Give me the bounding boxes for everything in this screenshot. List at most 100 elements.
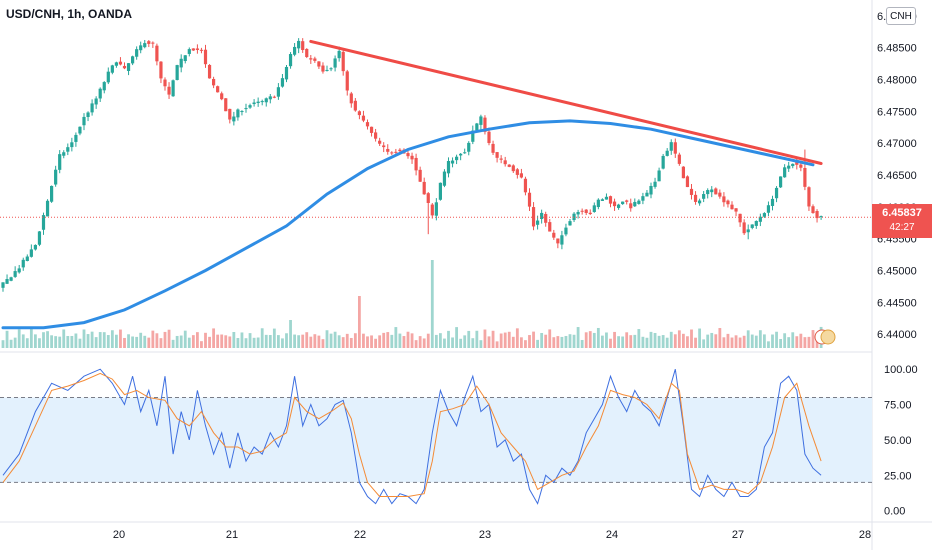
volume-bar bbox=[495, 341, 499, 348]
candle-body bbox=[531, 207, 536, 227]
candle-body bbox=[203, 49, 208, 65]
candle-body bbox=[523, 178, 528, 193]
candle-body bbox=[21, 259, 25, 268]
candle-body bbox=[25, 256, 29, 262]
candle-body bbox=[155, 45, 159, 62]
candle-body bbox=[17, 268, 21, 273]
candle-body bbox=[333, 58, 337, 68]
volume-bar bbox=[475, 330, 479, 348]
volume-bar bbox=[653, 332, 657, 348]
volume-bar bbox=[353, 333, 357, 348]
volume-bar bbox=[637, 329, 641, 348]
candle-body bbox=[499, 158, 503, 160]
candle-body bbox=[118, 61, 123, 65]
volume-bar bbox=[690, 329, 693, 348]
candle-body bbox=[349, 93, 353, 104]
volume-bar bbox=[471, 338, 475, 348]
indicator-lines bbox=[0, 39, 872, 505]
candle-body bbox=[106, 71, 110, 83]
volume-bar bbox=[726, 333, 730, 348]
volume-bar bbox=[313, 334, 317, 348]
volume-bar bbox=[483, 329, 487, 348]
candle-body bbox=[361, 115, 366, 121]
candle-body bbox=[742, 222, 746, 234]
candle-body bbox=[556, 238, 560, 244]
volume-bar bbox=[783, 333, 787, 348]
volume-bar bbox=[479, 340, 483, 348]
candle-body bbox=[726, 200, 730, 205]
time-tick-label: 23 bbox=[479, 529, 491, 541]
volume-bar bbox=[236, 338, 240, 348]
volume-bar bbox=[321, 339, 325, 348]
candle-body bbox=[799, 164, 803, 168]
stoch-tick-label: 0.00 bbox=[884, 506, 905, 518]
volume-bar bbox=[135, 336, 139, 348]
volume-bar bbox=[289, 320, 292, 348]
volume-bar bbox=[467, 330, 471, 348]
candle-body bbox=[527, 192, 532, 207]
volume-bar bbox=[629, 335, 633, 348]
candle-body bbox=[353, 100, 357, 111]
candle-body bbox=[718, 192, 722, 197]
currency-badge[interactable]: CNH bbox=[886, 7, 916, 25]
candle-body bbox=[341, 51, 345, 72]
volume-bar bbox=[1, 340, 5, 348]
volume-bar bbox=[29, 327, 33, 348]
volume-bar bbox=[515, 328, 519, 348]
candle-body bbox=[199, 49, 204, 51]
candle-body bbox=[568, 221, 572, 226]
volume-bar bbox=[552, 337, 556, 348]
volume-bar bbox=[260, 328, 264, 348]
volume-bar bbox=[281, 338, 284, 348]
volume-bar bbox=[536, 339, 539, 348]
candle-body bbox=[621, 201, 625, 205]
volume-bar bbox=[272, 328, 276, 348]
candle-body bbox=[248, 105, 252, 108]
candle-body bbox=[681, 166, 685, 179]
volume-bar bbox=[86, 334, 90, 348]
candle-body bbox=[398, 149, 402, 152]
price-tick-label: 6.46500 bbox=[877, 170, 917, 182]
candle-body bbox=[442, 171, 447, 186]
volume-bar bbox=[775, 331, 778, 348]
time-tick-label: 20 bbox=[113, 529, 125, 541]
volume-bar bbox=[46, 331, 49, 348]
volume-bar bbox=[548, 329, 552, 348]
volume-bars bbox=[1, 260, 823, 348]
volume-bar bbox=[613, 331, 616, 348]
candle-body bbox=[608, 196, 613, 204]
volume-bar bbox=[503, 332, 507, 348]
candle-body bbox=[807, 187, 811, 207]
candle-body bbox=[297, 40, 301, 49]
volume-bar bbox=[268, 335, 272, 348]
candle-body bbox=[126, 63, 131, 71]
volume-bar bbox=[795, 336, 799, 348]
volume-bar bbox=[74, 333, 78, 348]
candle-body bbox=[5, 279, 9, 284]
volume-bar bbox=[645, 337, 649, 348]
stoch-d-line bbox=[2, 372, 822, 497]
candle-body bbox=[62, 152, 66, 156]
volume-bar bbox=[414, 340, 418, 348]
candle-body bbox=[459, 153, 463, 156]
volume-bar bbox=[216, 334, 220, 348]
volume-bar bbox=[240, 332, 244, 348]
volume-bar bbox=[179, 335, 183, 348]
candle-body bbox=[649, 185, 653, 195]
candle-body bbox=[86, 112, 90, 117]
volume-bar bbox=[62, 329, 66, 348]
volume-bar bbox=[730, 337, 734, 348]
volume-bar bbox=[191, 335, 195, 348]
volume-bar bbox=[175, 335, 179, 348]
volume-bar bbox=[455, 327, 458, 348]
volume-bar bbox=[511, 336, 515, 348]
volume-bar bbox=[362, 333, 365, 348]
volume-bar bbox=[451, 337, 454, 348]
candle-body bbox=[491, 143, 495, 153]
volume-bar bbox=[66, 336, 70, 348]
volume-bar bbox=[621, 336, 625, 348]
candle-body bbox=[94, 98, 98, 105]
candle-body bbox=[224, 98, 228, 112]
candle-body bbox=[710, 189, 714, 193]
